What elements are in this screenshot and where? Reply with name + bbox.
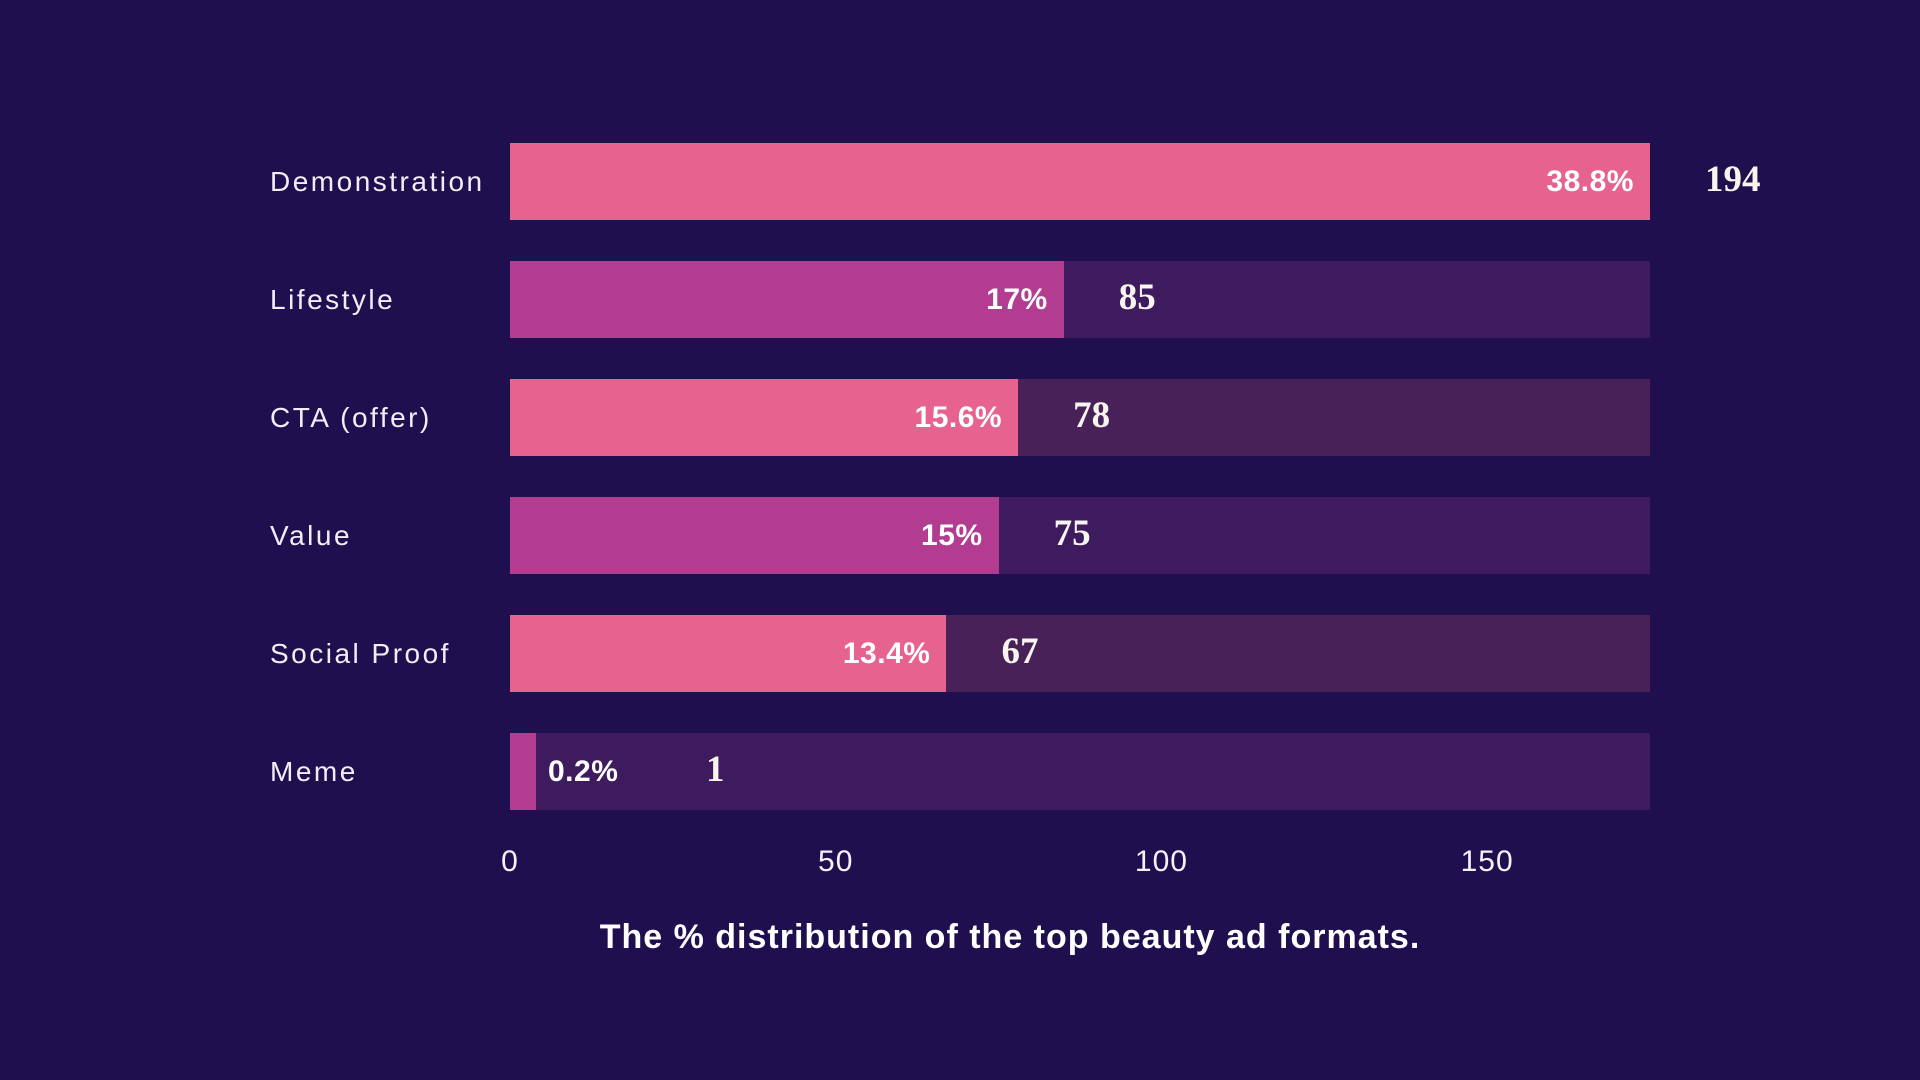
category-label: Demonstration bbox=[270, 166, 485, 197]
percent-label: 15% bbox=[921, 519, 983, 552]
percent-label: 38.8% bbox=[1546, 165, 1634, 198]
bar: 15% bbox=[510, 497, 999, 574]
chart-title: The % distribution of the top beauty ad … bbox=[599, 918, 1421, 956]
count-label: 1 bbox=[706, 749, 725, 790]
category-label: CTA (offer) bbox=[270, 402, 432, 433]
bar-track: 38.8% 194 bbox=[510, 143, 1761, 220]
category-label: Meme bbox=[270, 756, 358, 787]
bar: 38.8% bbox=[510, 143, 1650, 220]
bar-row-lifestyle: Lifestyle 17% 85 bbox=[0, 261, 1920, 338]
category-label: Value bbox=[270, 520, 353, 551]
bar: 13.4% bbox=[510, 615, 947, 692]
x-axis-tick: 0 bbox=[501, 845, 519, 878]
bar bbox=[510, 733, 536, 810]
count-label: 85 bbox=[1118, 277, 1156, 318]
bar-row-value: Value 15% 75 bbox=[0, 497, 1920, 574]
bar-track: 15.6% 78 bbox=[510, 379, 1650, 456]
category-label: Social Proof bbox=[270, 638, 451, 669]
count-label: 78 bbox=[1073, 395, 1111, 436]
bar-track: 15% 75 bbox=[510, 497, 1650, 574]
bar: 15.6% bbox=[510, 379, 1019, 456]
count-label: 75 bbox=[1053, 513, 1091, 554]
bar-row-demonstration: Demonstration 38.8% 194 bbox=[0, 143, 1920, 220]
bar-row-meme: Meme 0.2% 1 bbox=[0, 733, 1920, 810]
percent-label: 0.2% bbox=[548, 755, 619, 788]
percent-label: 17% bbox=[986, 283, 1048, 316]
x-axis-tick: 150 bbox=[1460, 845, 1514, 878]
bar-row-social-proof: Social Proof 13.4% 67 bbox=[0, 615, 1920, 692]
count-label: 67 bbox=[1001, 631, 1039, 672]
bar-track: 13.4% 67 bbox=[510, 615, 1650, 692]
percent-label: 15.6% bbox=[914, 401, 1003, 434]
x-axis-tick: 50 bbox=[818, 845, 854, 878]
count-label: 194 bbox=[1705, 159, 1761, 200]
category-label: Lifestyle bbox=[270, 284, 396, 315]
percent-label: 13.4% bbox=[842, 637, 931, 670]
x-axis: 0 50 100 150 bbox=[501, 845, 1650, 890]
bar-track: 0.2% 1 bbox=[510, 733, 1650, 810]
x-axis-tick: 100 bbox=[1134, 845, 1188, 878]
bar-row-cta-offer: CTA (offer) 15.6% 78 bbox=[0, 379, 1920, 456]
bar-track: 17% 85 bbox=[510, 261, 1650, 338]
bar: 17% bbox=[510, 261, 1064, 338]
